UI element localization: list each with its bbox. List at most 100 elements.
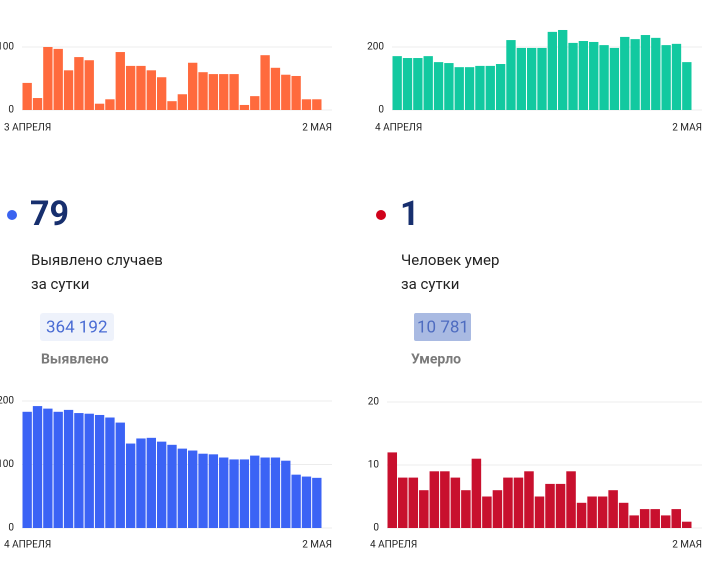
bar [587,496,597,528]
bar [526,47,537,110]
bar [681,521,692,528]
x-tick-label: 2 МАЯ [302,123,332,134]
bar [454,67,464,110]
bar [136,438,146,528]
bar [229,74,239,110]
bar [433,62,444,110]
bar [22,411,32,528]
bar [146,437,156,528]
bar [74,57,84,110]
bar [22,82,32,110]
bar [568,42,578,110]
bar [74,413,84,528]
bar [429,471,440,528]
bar [219,457,229,528]
bar [413,58,423,110]
y-tick-label: 0 [373,523,379,534]
bar [440,471,450,528]
total-box [414,313,471,341]
bar [461,490,471,528]
bar [312,477,322,528]
bar [482,496,492,528]
bar [270,457,281,528]
bar [609,47,620,110]
bar [229,459,239,528]
bar [558,29,568,111]
stat-caption: за сутки [401,275,459,293]
bar [32,406,43,528]
stat-caption: Человек умер [401,251,499,269]
bar [84,60,94,110]
bar [105,99,115,110]
bar [94,103,105,110]
bar [639,509,650,528]
bar [208,454,219,528]
bar [660,515,671,528]
bar [291,474,301,528]
bar [492,490,503,528]
bar [63,70,74,110]
bar [503,477,513,528]
bar [495,64,506,110]
bar [115,422,125,528]
x-tick-label: 3 АПРЕЛЯ [4,123,51,134]
y-tick-label: 0 [378,105,384,116]
x-tick-label: 2 МАЯ [672,540,702,551]
bar [402,58,413,110]
bar [485,65,495,110]
bar [630,39,640,110]
bar [620,36,630,110]
stat-caption: за сутки [31,275,89,293]
bar [444,63,454,110]
bar [387,452,398,528]
bar [177,448,188,528]
bar [651,37,661,110]
bar [555,483,566,528]
stat-value: 79 [30,194,69,234]
bar [597,496,608,528]
bar [136,65,146,110]
total-box [40,313,114,341]
bar [281,74,291,110]
bar [618,502,629,528]
bar [312,99,322,110]
stat-total: 364 192 [46,317,108,337]
x-tick-label: 4 АПРЕЛЯ [4,540,51,551]
bar [63,409,74,528]
x-tick-label: 2 МАЯ [672,123,702,134]
bar [281,460,291,528]
bar [260,55,270,110]
bar [471,458,482,528]
bar [53,411,63,528]
bar [250,96,260,110]
bar [524,471,534,528]
x-tick-label: 4 АПРЕЛЯ [370,540,417,551]
bar [576,502,587,528]
bar [167,444,177,528]
x-tick-label: 4 АПРЕЛЯ [375,123,422,134]
bar [423,56,433,110]
bar [94,414,105,528]
bar [219,74,229,110]
bar [545,483,555,528]
bar [270,67,281,110]
stat-caption: Выявлено случаев [31,251,163,269]
y-tick-label: 20 [368,397,380,408]
bar [43,47,53,110]
bar [239,104,250,110]
bar [464,67,475,110]
bar [53,48,63,110]
bar [629,515,639,528]
stat-dot [376,210,386,220]
bar [291,75,301,110]
y-tick-label: 10 [368,460,380,471]
bar [188,450,198,528]
bar [198,453,208,528]
stat-total: 10 781 [417,317,469,337]
bar [578,41,589,110]
bar [475,65,485,110]
x-tick-label: 2 МАЯ [302,540,332,551]
bar [419,490,429,528]
bar [146,70,156,110]
